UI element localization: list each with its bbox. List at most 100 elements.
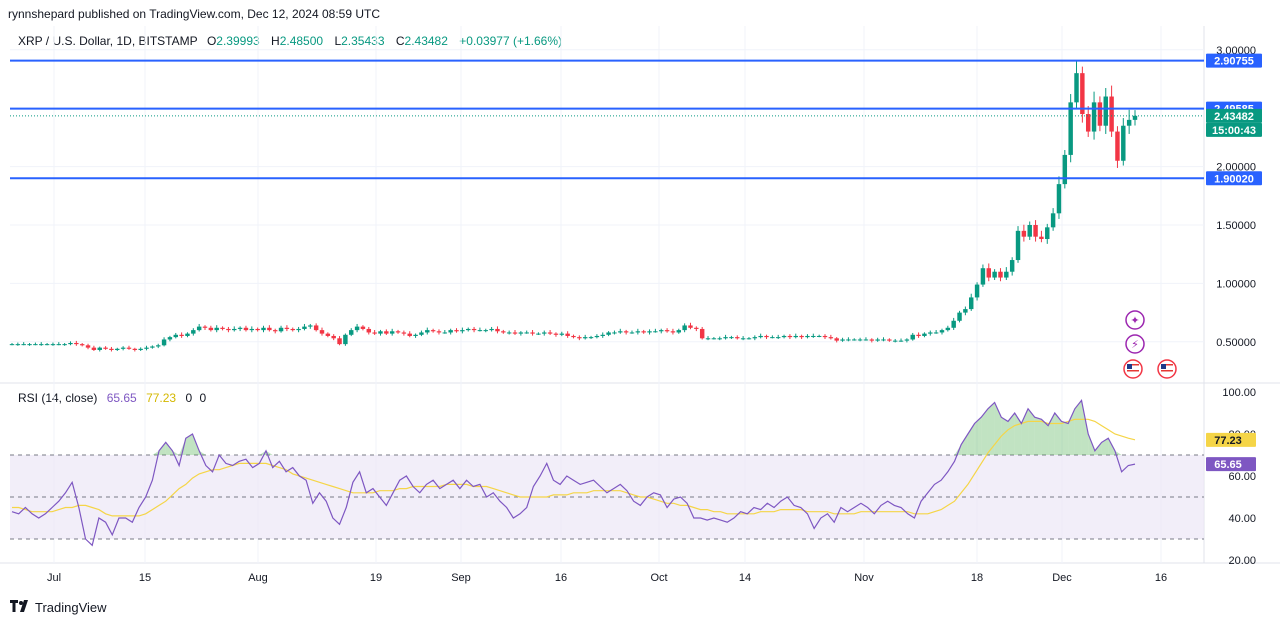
candle-body	[448, 330, 453, 333]
time-tick-label: Sep	[451, 572, 471, 584]
candle-body	[922, 333, 927, 336]
candle-body	[39, 344, 44, 346]
candle-body	[623, 331, 629, 333]
price-badge-label: 2.43482	[1214, 111, 1254, 123]
candle-body	[226, 328, 231, 331]
time-tick-label: 18	[971, 572, 983, 584]
candle-body	[232, 328, 237, 331]
candle-body	[957, 312, 962, 321]
candle-body	[518, 332, 524, 334]
candle-body	[132, 348, 138, 350]
candle-body	[606, 332, 611, 335]
price-tick-label: 2.00000	[1216, 162, 1256, 174]
rsi-badge-label: 65.65	[1214, 459, 1242, 471]
candle-body	[91, 347, 97, 350]
rsi-zero-2: 0	[199, 391, 207, 405]
rsi-badge-bg	[1206, 457, 1256, 472]
candle-body	[939, 330, 945, 333]
candle-body	[442, 332, 448, 334]
symbol-name[interactable]: XRP / U.S. Dollar, 1D, BITSTAMP	[18, 34, 198, 48]
rsi-line	[11, 399, 1136, 547]
candle-body	[1009, 260, 1015, 272]
change-value: +0.03977 (+1.66%)	[459, 34, 563, 48]
candle-body	[413, 334, 418, 336]
candle-body	[653, 331, 658, 333]
candle-body	[138, 348, 143, 350]
candle-body	[331, 335, 336, 339]
candle-body	[986, 268, 991, 278]
candles	[9, 61, 1138, 352]
candle-body	[378, 331, 383, 334]
candle-body	[1033, 225, 1038, 237]
candle-body	[881, 339, 886, 341]
candle-body	[21, 344, 26, 346]
candle-body	[565, 333, 570, 336]
high-label: H	[271, 34, 280, 48]
candle-body	[764, 335, 769, 338]
candle-body	[951, 320, 956, 328]
candle-body	[1062, 154, 1068, 185]
rsi-legend: RSI (14, close) 65.65 77.23 0 0	[18, 391, 210, 405]
candle-body	[454, 330, 459, 332]
candle-body	[196, 326, 202, 331]
close-value: 2.43482	[404, 34, 448, 48]
candle-body	[1015, 230, 1021, 261]
candle-body	[185, 333, 190, 336]
candle-body	[729, 337, 734, 339]
candle-body	[62, 344, 67, 346]
candle-body	[852, 339, 857, 341]
candle-body	[816, 335, 822, 337]
price-badge-bg	[1206, 122, 1262, 137]
candle-body	[670, 331, 676, 333]
brand: TradingView	[10, 600, 107, 615]
candle-body	[588, 337, 594, 339]
publish-info: rynnshepard published on TradingView.com…	[8, 7, 381, 21]
candle-body	[735, 337, 740, 339]
time-tick-label: Nov	[854, 572, 874, 584]
candle-body	[360, 326, 366, 329]
rsi-tick-label: 100.00	[1222, 387, 1256, 399]
candle-body	[255, 328, 260, 331]
candle-body	[27, 344, 32, 346]
candle-body	[395, 331, 401, 333]
rsi-zero-1: 0	[185, 391, 193, 405]
candle-body	[161, 339, 167, 346]
candle-body	[103, 347, 108, 349]
candle-body	[822, 335, 828, 338]
candle-body	[202, 326, 208, 328]
candle-body	[1121, 125, 1126, 161]
candle-body	[711, 338, 717, 340]
candle-body	[501, 331, 506, 333]
time-tick-label: Aug	[248, 572, 268, 584]
candle-body	[430, 330, 436, 332]
candle-body	[512, 332, 518, 334]
rsi-ma-line	[12, 418, 1136, 517]
time-tick-label: Dec	[1052, 572, 1072, 584]
candle-body	[419, 332, 424, 335]
candle-body	[1080, 73, 1085, 115]
candle-body	[834, 338, 839, 341]
rsi-tick-label: 60.00	[1228, 471, 1256, 483]
candle-body	[249, 328, 255, 331]
candle-body	[840, 339, 845, 341]
candle-body	[898, 340, 904, 342]
candle-body	[676, 330, 682, 333]
candle-body	[559, 333, 565, 335]
candle-body	[746, 338, 752, 340]
candle-body	[179, 334, 184, 336]
candle-body	[1085, 114, 1091, 132]
candle-body	[372, 332, 377, 334]
candle-body	[524, 332, 529, 334]
candle-body	[1103, 96, 1108, 126]
candle-body	[758, 335, 763, 338]
candle-body	[828, 337, 834, 339]
candle-body	[1068, 102, 1073, 155]
rsi-name[interactable]: RSI (14, close)	[18, 391, 98, 405]
price-legend: XRP / U.S. Dollar, 1D, BITSTAMP O2.39993…	[18, 34, 570, 48]
candle-body	[1056, 184, 1062, 214]
candle-body	[775, 337, 781, 339]
price-tick-label: 1.00000	[1216, 278, 1256, 290]
us-flag-icon	[1123, 359, 1143, 379]
candle-body	[126, 347, 132, 349]
